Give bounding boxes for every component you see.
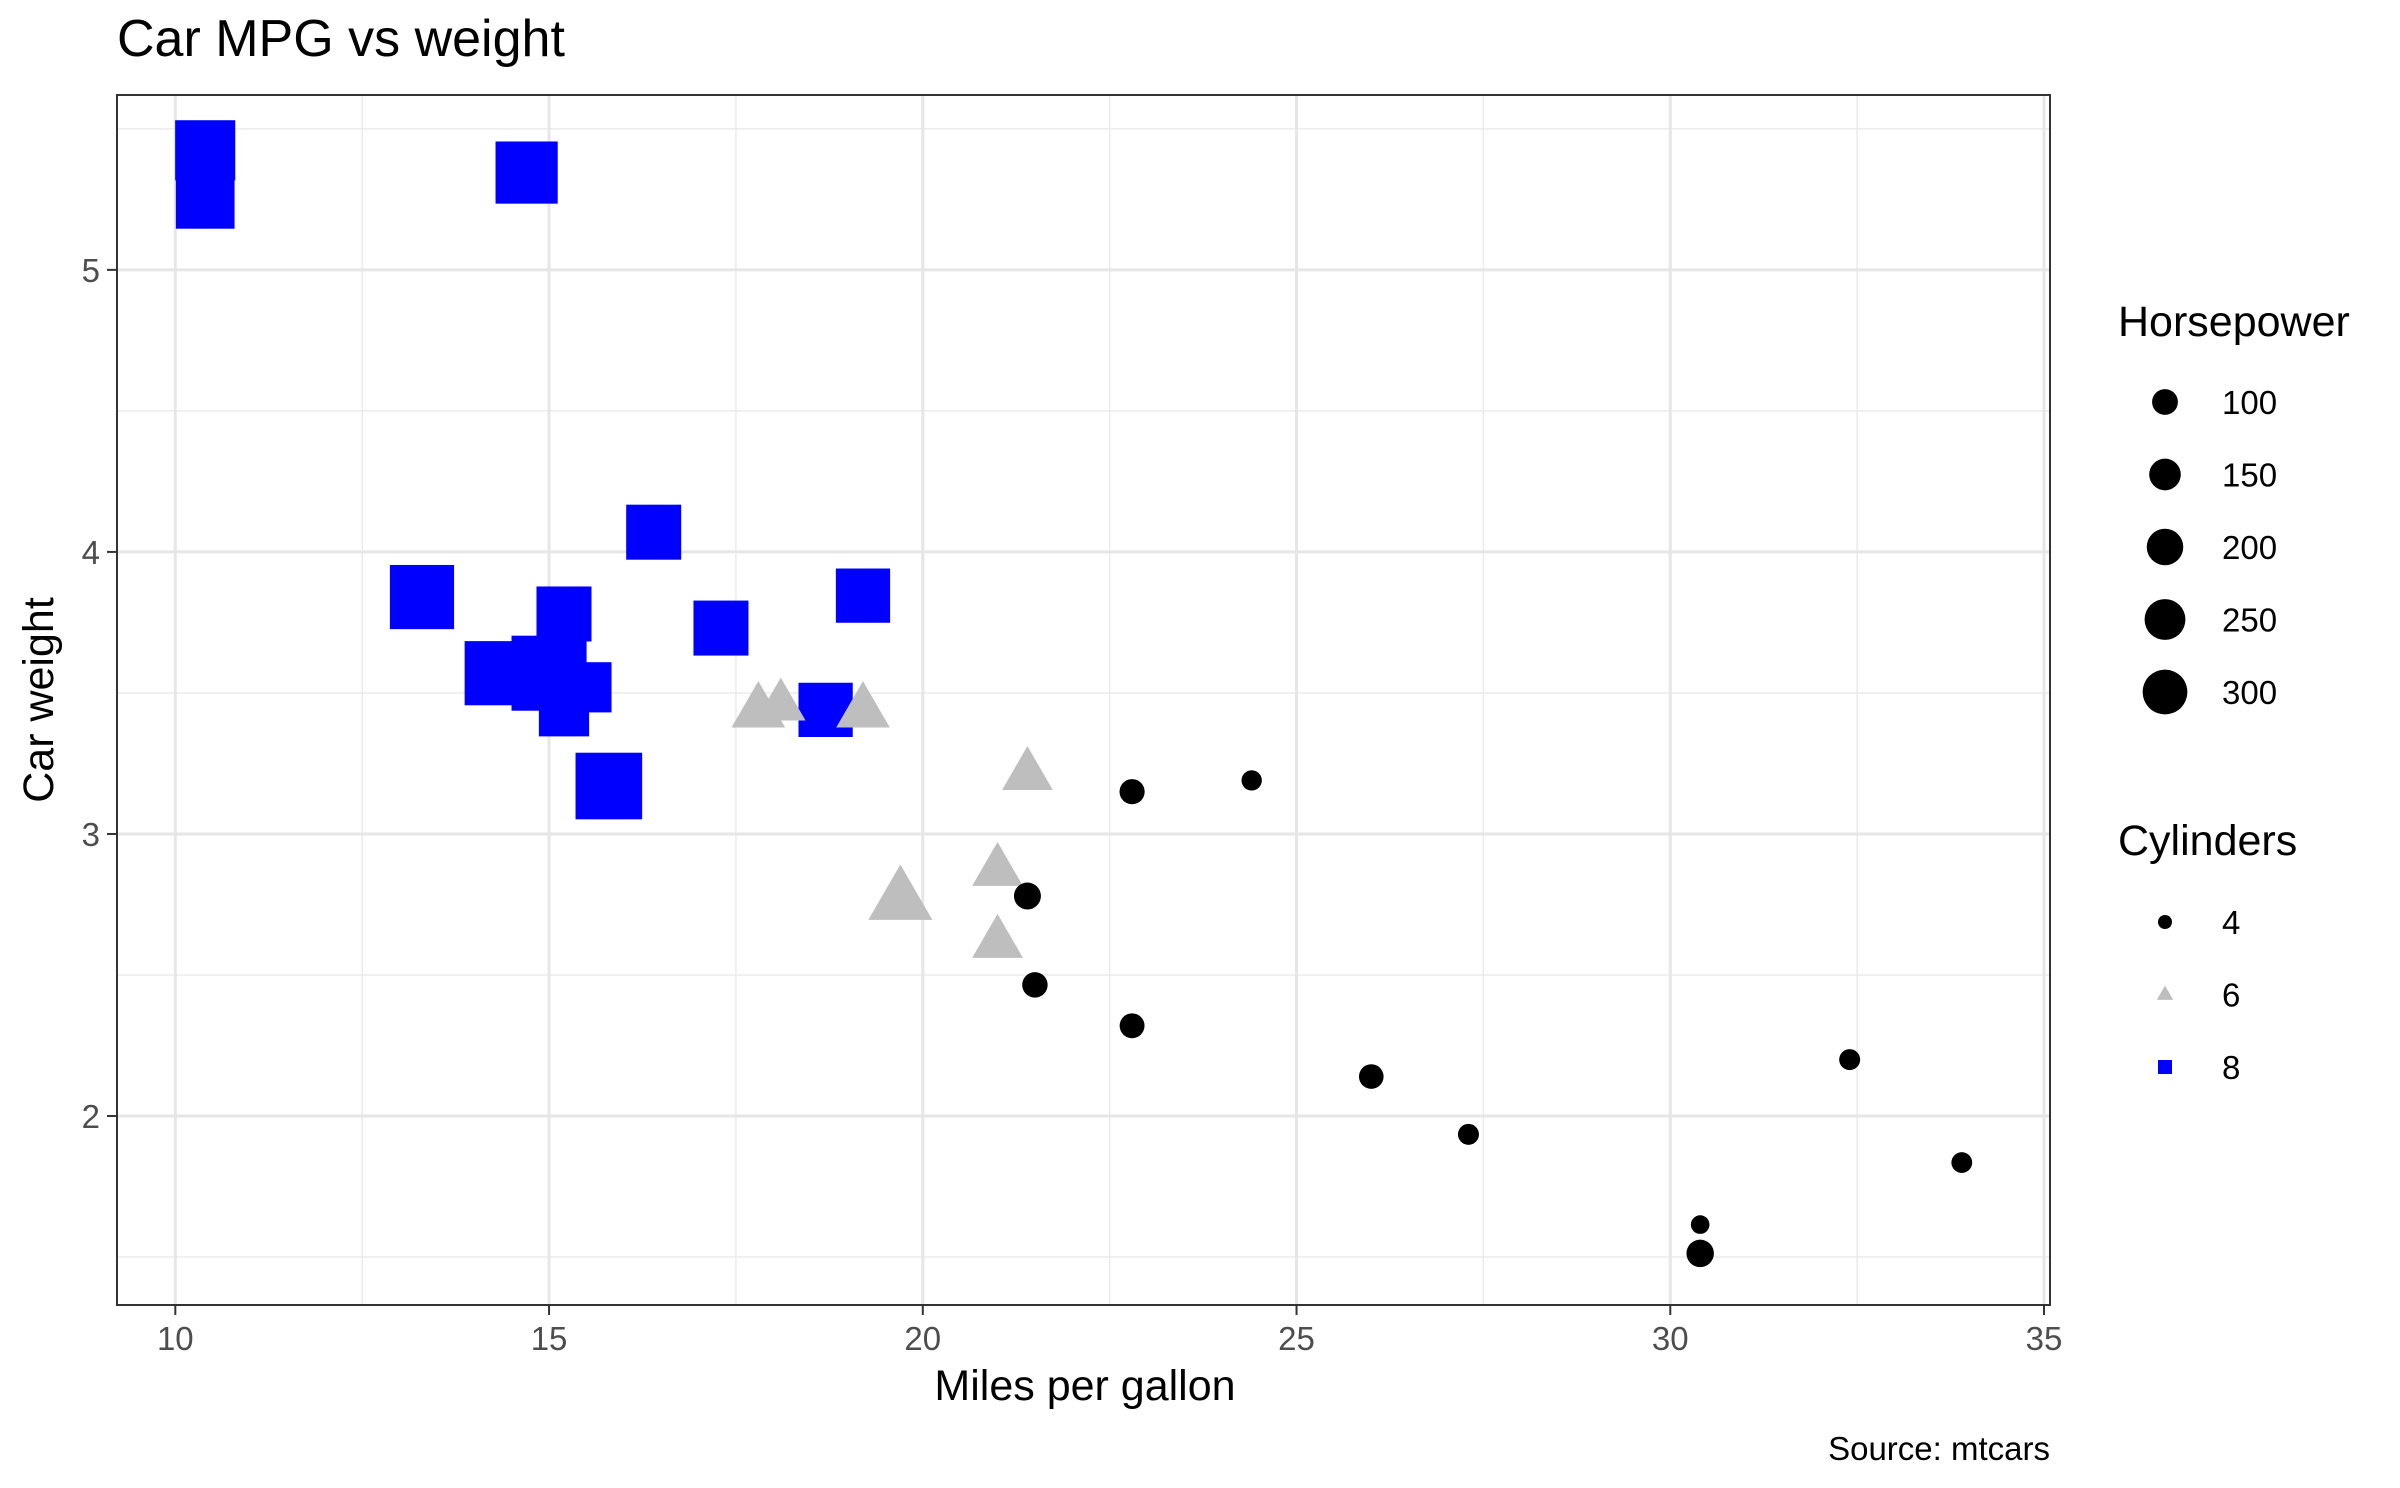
data-point-cyl-6 [836,681,890,728]
data-point-cyl-8 [798,682,853,737]
chart-title: Car MPG vs weight [117,10,565,68]
legend-horsepower-label: 100 [2222,384,2277,421]
legend-horsepower-label: 300 [2222,674,2277,711]
data-point-cyl-6 [731,681,786,728]
legend-horsepower-title: Horsepower [2118,298,2350,346]
data-point-cyl-4 [1690,1215,1710,1234]
data-point-cyl-6 [972,841,1023,886]
legend-horsepower-label: 200 [2222,529,2277,566]
x-axis-label: Miles per gallon [934,1362,1235,1410]
y-tick-label: 4 [82,534,100,571]
y-tick-label: 5 [82,252,100,289]
x-tick-label: 30 [1652,1320,1689,1357]
legend-cylinders-title: Cylinders [2118,817,2297,865]
data-point-cyl-8 [835,568,891,623]
legend-horsepower-key [2142,669,2188,715]
data-point-cyl-8 [175,120,236,181]
data-point-cyl-8 [536,586,592,642]
legend-cylinders: Cylinders 4 6 8 [2118,817,2297,1086]
legend-cylinders-label: 4 [2222,904,2240,941]
x-tick-label: 15 [531,1320,568,1357]
x-tick-label: 35 [2026,1320,2063,1357]
data-point-cyl-4 [1358,1064,1384,1089]
data-point-cyl-4 [1119,779,1145,805]
y-tick-label: 2 [82,1098,100,1135]
data-point-cyl-4 [1457,1123,1479,1145]
legend-cylinders-key [2158,1060,2172,1074]
legend-cylinders-key [2158,915,2172,929]
data-point-cyl-4 [1119,1013,1145,1039]
x-tick-label: 20 [904,1320,941,1357]
legend-horsepower-key [2144,599,2186,640]
data-point-cyl-4 [1022,972,1048,998]
data-point-cyl-6 [868,864,933,920]
y-tick-label: 3 [82,816,100,853]
x-tick-label: 25 [1278,1320,1315,1357]
legend-horsepower-key [2146,528,2184,566]
chart-caption: Source: mtcars [1828,1430,2050,1467]
data-point-cyl-4 [1013,882,1041,910]
data-point-cyl-8 [495,141,558,204]
data-point-cyl-6 [972,913,1023,958]
legend-horsepower: Horsepower 100 150 200 250 300 [2118,298,2350,715]
data-point-cyl-8 [693,600,749,656]
legend-cylinders-label: 6 [2222,977,2240,1014]
legend-horsepower-key [2152,389,2178,415]
data-point-cyl-4 [1951,1152,1973,1173]
y-axis-label: Car weight [15,597,63,803]
x-tick-label: 10 [157,1320,194,1357]
data-point-cyl-4 [1686,1239,1714,1268]
data-point-cyl-6 [1002,746,1053,791]
data-point-cyl-8 [626,504,682,560]
legend-horsepower-label: 250 [2222,602,2277,639]
data-point-cyl-8 [511,635,587,711]
legend-horsepower-key [2149,458,2181,491]
legend-horsepower-label: 150 [2222,457,2277,494]
panel-border [116,94,2051,1306]
grid [117,95,2050,1305]
data-point-cyl-4 [1241,770,1262,791]
data-point-cyl-8 [389,564,455,630]
legend-cylinders-label: 8 [2222,1049,2240,1086]
legend-cylinders-key [2156,985,2174,1000]
axes: 10 15 20 25 30 35 2 3 4 5 [82,252,2063,1357]
data-points [175,120,1973,1268]
data-point-cyl-4 [1839,1049,1861,1071]
data-point-cyl-8 [575,752,643,820]
